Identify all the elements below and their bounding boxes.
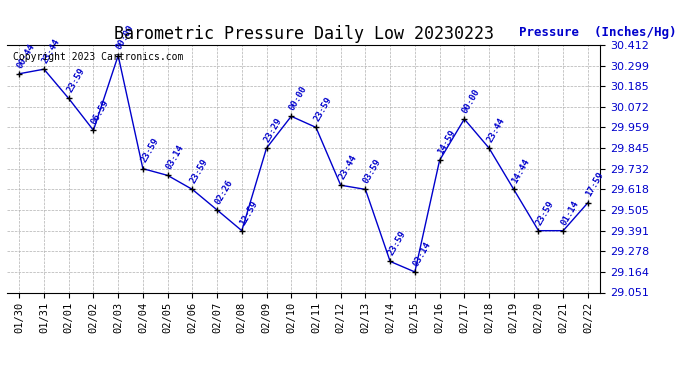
Text: 14:44: 14:44	[510, 158, 531, 185]
Text: 00:00: 00:00	[288, 84, 309, 112]
Text: 23:59: 23:59	[386, 230, 408, 257]
Text: Copyright 2023 Cartronics.com: Copyright 2023 Cartronics.com	[13, 53, 184, 62]
Text: 00:00: 00:00	[461, 87, 482, 115]
Text: 01:14: 01:14	[560, 199, 581, 226]
Text: 03:14: 03:14	[164, 144, 185, 171]
Text: 23:59: 23:59	[313, 96, 333, 123]
Text: 00:44: 00:44	[16, 42, 37, 70]
Text: 03:14: 03:14	[411, 240, 433, 268]
Text: Pressure  (Inches/Hg): Pressure (Inches/Hg)	[519, 26, 676, 39]
Text: 23:59: 23:59	[139, 137, 161, 165]
Text: 23:59: 23:59	[535, 199, 556, 226]
Text: 23:44: 23:44	[337, 153, 358, 181]
Text: 06:59: 06:59	[90, 98, 111, 126]
Text: 23:29: 23:29	[263, 116, 284, 144]
Text: 03:59: 03:59	[362, 158, 383, 185]
Text: 23:59: 23:59	[65, 66, 86, 94]
Text: 00:00: 00:00	[115, 24, 136, 51]
Text: 14:59: 14:59	[436, 128, 457, 156]
Text: 02:26: 02:26	[213, 178, 235, 206]
Text: 12:59: 12:59	[238, 199, 259, 226]
Text: 23:44: 23:44	[40, 37, 61, 65]
Text: 17:59: 17:59	[584, 171, 606, 198]
Text: 23:44: 23:44	[485, 116, 506, 144]
Title: Barometric Pressure Daily Low 20230223: Barometric Pressure Daily Low 20230223	[114, 26, 493, 44]
Text: 23:59: 23:59	[188, 158, 210, 185]
